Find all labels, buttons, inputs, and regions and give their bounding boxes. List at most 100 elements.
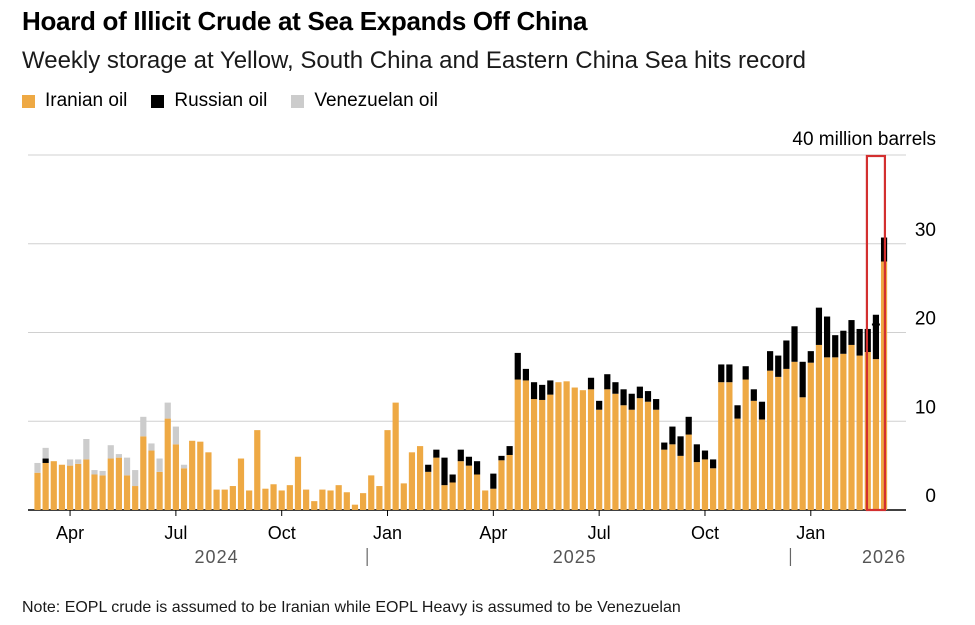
bar-iranian-oil-3 bbox=[58, 464, 66, 510]
bar-iranian-oil-29 bbox=[270, 484, 277, 510]
bar-venezuelan-oil-1 bbox=[42, 447, 49, 459]
bar-iranian-oil-79 bbox=[677, 455, 684, 510]
legend-swatch-iranian bbox=[22, 94, 35, 108]
footnote: Note: EOPL crude is assumed to be Irania… bbox=[22, 599, 681, 616]
bar-russian-oil-60 bbox=[522, 368, 529, 381]
bar-russian-oil-75 bbox=[644, 391, 652, 402]
bar-iranian-oil-80 bbox=[685, 434, 692, 510]
bar-russian-oil-88 bbox=[750, 389, 757, 401]
year-label-2025: 2025 bbox=[553, 547, 597, 567]
bar-iranian-oil-0 bbox=[34, 472, 41, 510]
bar-iranian-oil-27 bbox=[254, 430, 261, 510]
bar-iranian-oil-77 bbox=[661, 449, 668, 510]
bar-russian-oil-83 bbox=[710, 459, 717, 469]
bar-iranian-oil-82 bbox=[701, 459, 709, 510]
bar-russian-oil-70 bbox=[604, 374, 611, 390]
bar-russian-oil-54 bbox=[473, 461, 481, 475]
bar-iranian-oil-32 bbox=[294, 456, 302, 510]
bar-russian-oil-87 bbox=[742, 366, 749, 380]
bar-iranian-oil-38 bbox=[343, 492, 350, 510]
bar-iranian-oil-76 bbox=[653, 409, 660, 510]
chart-subtitle: Weekly storage at Yellow, South China an… bbox=[22, 47, 807, 74]
bar-iranian-oil-11 bbox=[123, 475, 131, 510]
bar-venezuelan-oil-17 bbox=[172, 426, 179, 445]
bar-russian-oil-63 bbox=[547, 380, 554, 395]
bar-russian-oil-71 bbox=[612, 382, 619, 394]
bar-russian-oil-86 bbox=[734, 405, 741, 419]
bar-iranian-oil-74 bbox=[636, 398, 643, 510]
bar-venezuelan-oil-0 bbox=[34, 462, 41, 473]
bar-iranian-oil-101 bbox=[856, 355, 863, 510]
bar-iranian-oil-81 bbox=[693, 462, 700, 510]
bar-iranian-oil-73 bbox=[628, 409, 635, 510]
bar-iranian-oil-53 bbox=[465, 465, 473, 510]
bar-iranian-oil-37 bbox=[335, 485, 342, 510]
bar-iranian-oil-33 bbox=[303, 489, 310, 510]
bar-russian-oil-89 bbox=[758, 401, 766, 420]
bar-venezuelan-oil-16 bbox=[164, 402, 171, 419]
month-label-1: Jul bbox=[164, 523, 187, 543]
bar-russian-oil-93 bbox=[791, 326, 798, 362]
bar-iranian-oil-15 bbox=[156, 471, 163, 510]
year-label-2024: 2024 bbox=[195, 547, 239, 567]
y-tick-label-0: 0 bbox=[925, 486, 936, 507]
bar-russian-oil-94 bbox=[799, 361, 806, 398]
bar-iranian-oil-26 bbox=[246, 490, 253, 510]
bar-iranian-oil-23 bbox=[221, 489, 228, 510]
bar-iranian-oil-84 bbox=[718, 382, 725, 510]
year-label-2026: 2026 bbox=[862, 547, 906, 567]
legend-item-russian: Russian oil bbox=[151, 90, 267, 112]
bar-iranian-oil-48 bbox=[425, 471, 432, 510]
bar-venezuelan-oil-11 bbox=[123, 457, 131, 476]
bar-iranian-oil-98 bbox=[832, 357, 839, 510]
bar-venezuelan-oil-9 bbox=[107, 445, 114, 459]
bar-iranian-oil-16 bbox=[164, 418, 171, 510]
bar-venezuelan-oil-7 bbox=[91, 470, 98, 475]
bar-iranian-oil-94 bbox=[799, 397, 806, 510]
bar-russian-oil-48 bbox=[425, 464, 432, 472]
bar-iranian-oil-95 bbox=[807, 362, 814, 510]
y-tick-label-20: 20 bbox=[915, 309, 936, 330]
bar-russian-oil-76 bbox=[653, 399, 660, 410]
bar-venezuelan-oil-5 bbox=[75, 459, 82, 464]
bar-iranian-oil-40 bbox=[360, 493, 367, 510]
bar-iranian-oil-31 bbox=[286, 485, 293, 510]
bar-iranian-oil-65 bbox=[563, 381, 570, 510]
bar-iranian-oil-14 bbox=[148, 450, 155, 510]
bar-iranian-oil-1 bbox=[42, 462, 49, 510]
bar-iranian-oil-69 bbox=[596, 409, 603, 510]
bar-iranian-oil-92 bbox=[783, 368, 790, 510]
bar-russian-oil-79 bbox=[677, 436, 684, 456]
bar-iranian-oil-13 bbox=[140, 436, 147, 510]
bar-iranian-oil-93 bbox=[791, 361, 798, 510]
stacked-bar-chart: 0 10 20 30 40 million barrels Apr Jul Oct Jan Apr… bbox=[28, 129, 936, 567]
bar-iranian-oil-61 bbox=[530, 399, 538, 510]
bar-iranian-oil-6 bbox=[83, 459, 90, 510]
bar-iranian-oil-66 bbox=[571, 387, 578, 510]
bar-iranian-oil-103 bbox=[872, 359, 880, 510]
legend-item-venezuelan: Venezuelan oil bbox=[291, 90, 438, 112]
bar-venezuelan-oil-13 bbox=[140, 416, 147, 437]
bar-venezuelan-oil-18 bbox=[180, 464, 188, 469]
bar-russian-oil-74 bbox=[636, 386, 643, 399]
bar-iranian-oil-45 bbox=[400, 483, 407, 510]
bar-iranian-oil-25 bbox=[237, 458, 245, 510]
bar-russian-oil-98 bbox=[832, 335, 839, 358]
bar-russian-oil-73 bbox=[628, 393, 635, 410]
bar-iranian-oil-70 bbox=[604, 389, 611, 510]
bar-iranian-oil-50 bbox=[441, 485, 448, 510]
bar-iranian-oil-78 bbox=[669, 444, 676, 510]
bar-iranian-oil-19 bbox=[189, 440, 196, 510]
bar-iranian-oil-41 bbox=[368, 475, 375, 510]
bar-iranian-oil-10 bbox=[115, 457, 122, 510]
bar-russian-oil-62 bbox=[539, 384, 546, 400]
bar-iranian-oil-7 bbox=[91, 474, 98, 510]
bar-iranian-oil-71 bbox=[612, 393, 619, 510]
month-label-0: Apr bbox=[56, 523, 84, 543]
bar-venezuelan-oil-12 bbox=[132, 470, 139, 487]
month-label-3: Jan bbox=[373, 523, 402, 543]
bar-russian-oil-59 bbox=[514, 352, 521, 380]
bar-iranian-oil-57 bbox=[498, 460, 505, 510]
bar-iranian-oil-56 bbox=[490, 488, 497, 510]
bar-russian-oil-100 bbox=[848, 320, 855, 345]
